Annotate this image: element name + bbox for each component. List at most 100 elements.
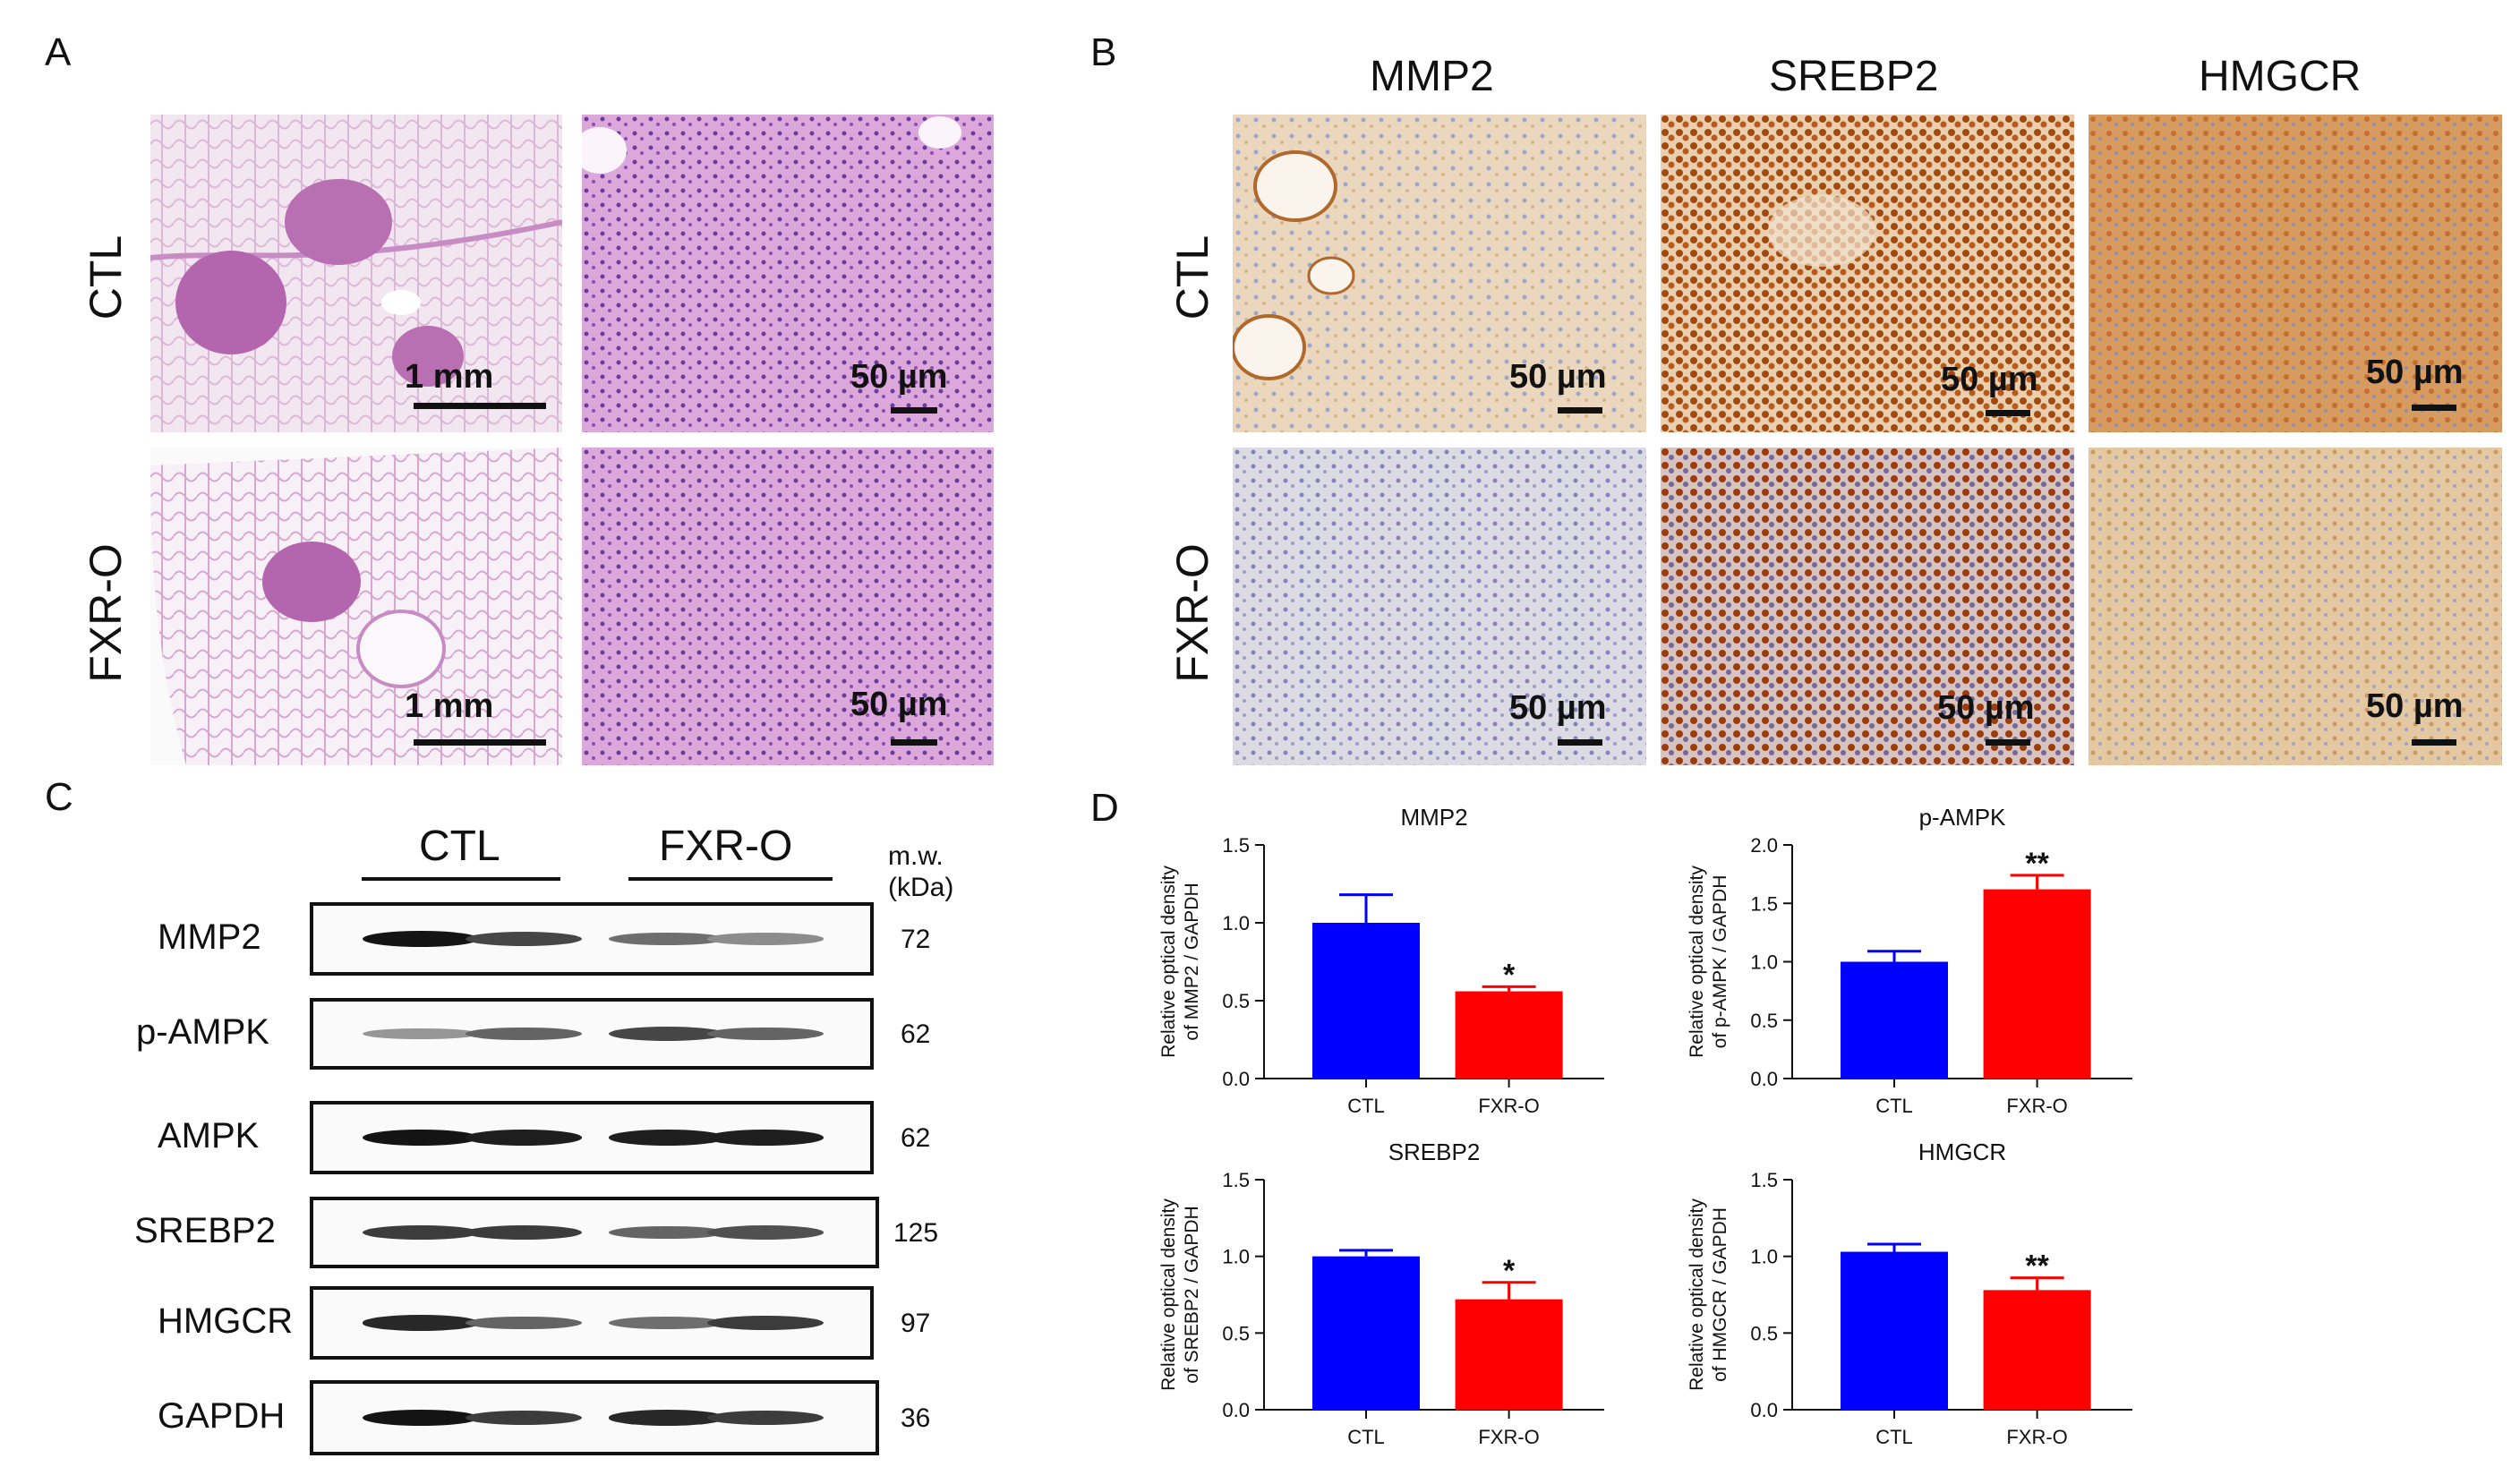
bar-ctl — [1312, 923, 1420, 1079]
ihc-hmgcr-fxr-image — [2089, 448, 2502, 765]
y-tick-label: 0.5 — [1750, 1010, 1778, 1032]
blot-band — [466, 1027, 582, 1041]
significance-marker: * — [1503, 1254, 1516, 1288]
blot-band — [609, 1130, 725, 1146]
scalebar — [1986, 410, 2030, 416]
blot-band — [466, 1130, 582, 1146]
scalebar-label: 50 µm — [850, 358, 948, 396]
y-tick-label: 2.0 — [1750, 834, 1778, 857]
significance-marker: ** — [2025, 847, 2049, 881]
blot-band — [363, 1410, 479, 1426]
scalebar — [2412, 739, 2456, 746]
bar-ctl — [1312, 1256, 1420, 1410]
bar-ctl — [1841, 1251, 1948, 1410]
scalebar — [414, 739, 546, 746]
blot-band — [363, 1224, 479, 1241]
blot-band — [707, 1410, 824, 1426]
x-tick-label: CTL — [1347, 1426, 1385, 1448]
blot-strip — [310, 1101, 874, 1174]
scalebar — [414, 403, 546, 409]
y-tick-label: 1.5 — [1750, 892, 1778, 915]
blot-strip — [310, 1286, 874, 1360]
he-tumor-ctl-image — [582, 115, 994, 432]
group-bracket-fxr — [628, 877, 833, 881]
scalebar — [891, 739, 937, 746]
x-tick-label: CTL — [1875, 1426, 1913, 1448]
scalebar-label: 50 µm — [1509, 358, 1607, 396]
blot-band — [707, 1130, 824, 1146]
scalebar — [891, 407, 937, 414]
y-axis-label: Relative optical density of p-AMPK / GAPD… — [1687, 866, 1730, 1058]
group-label-fxr: FXR-O — [659, 823, 793, 870]
ihc-mmp2-ctl-image — [1233, 115, 1646, 432]
blot-strip — [310, 998, 874, 1070]
mw-value: 62 — [901, 1123, 931, 1153]
blot-band — [707, 933, 824, 945]
scalebar — [1558, 739, 1602, 746]
scalebar-label: 50 µm — [1509, 689, 1607, 727]
y-tick-label: 1.0 — [1750, 951, 1778, 974]
scalebar-label: 50 µm — [850, 686, 948, 723]
column-label-hmgcr: HMGCR — [2199, 53, 2362, 100]
he-tumor-fxr-image — [582, 448, 994, 765]
blot-band — [707, 1027, 824, 1041]
blot-strip — [310, 1197, 879, 1268]
protein-label: p-AMPK — [136, 1012, 269, 1052]
panel-letter-a: A — [45, 30, 72, 74]
ihc-srebp2-ctl-image — [1661, 115, 2074, 432]
y-tick-label: 1.0 — [1222, 912, 1250, 934]
y-axis-label: Relative optical density of MMP2 / GAPDH — [1158, 866, 1202, 1058]
ihc-hmgcr-ctl-image — [2089, 115, 2502, 432]
blot-strip — [310, 902, 874, 976]
y-tick-label: 0.0 — [1222, 1399, 1250, 1421]
mw-value: 62 — [901, 1019, 931, 1049]
bar-ctl — [1841, 961, 1948, 1079]
group-label-ctl: CTL — [419, 823, 500, 870]
scalebar — [2412, 405, 2456, 411]
y-tick-label: 1.5 — [1222, 834, 1250, 857]
scalebar-label: 50 µm — [1937, 689, 2035, 727]
mw-header: m.w. — [888, 841, 944, 871]
group-bracket-ctl — [362, 877, 560, 881]
column-label-srebp2: SREBP2 — [1769, 53, 1939, 100]
y-axis-label: Relative optical density of HMGCR / GAPDH — [1687, 1198, 1730, 1391]
blot-band — [609, 1410, 725, 1426]
y-tick-label: 0.5 — [1222, 1322, 1250, 1344]
ihc-srebp2-fxr-image — [1661, 448, 2074, 765]
blot-band — [707, 1225, 824, 1240]
blot-band — [363, 931, 479, 947]
blot-band — [363, 1028, 479, 1040]
protein-label: SREBP2 — [134, 1211, 276, 1250]
chart-title: HMGCR — [1918, 1139, 2006, 1165]
scalebar-label: 1 mm — [405, 687, 494, 725]
protein-label: MMP2 — [158, 917, 261, 957]
chart-title: SREBP2 — [1388, 1139, 1481, 1165]
x-tick-label: FXR-O — [1478, 1095, 1539, 1117]
blot-band — [707, 1315, 824, 1331]
blot-band — [466, 1224, 582, 1241]
blot-band — [609, 1225, 725, 1240]
chart-title: MMP2 — [1400, 804, 1467, 831]
mw-value: 97 — [901, 1309, 931, 1338]
blot-band — [609, 1316, 725, 1330]
protein-label: GAPDH — [158, 1396, 286, 1436]
blot-band — [363, 1315, 479, 1331]
bar-fxr-o — [1983, 889, 2091, 1079]
column-label-mmp2: MMP2 — [1370, 53, 1494, 100]
panel-letter-d: D — [1090, 786, 1119, 830]
panel-letter-b: B — [1090, 30, 1117, 74]
y-tick-label: 0.5 — [1222, 990, 1250, 1012]
x-tick-label: FXR-O — [2006, 1095, 2067, 1117]
blot-band — [363, 1130, 479, 1146]
y-tick-label: 1.5 — [1222, 1169, 1250, 1191]
bar-fxr-o — [1455, 991, 1563, 1079]
protein-label: AMPK — [158, 1116, 260, 1156]
panel-letter-c: C — [45, 775, 73, 819]
x-tick-label: FXR-O — [2006, 1426, 2067, 1448]
scalebar-label: 1 mm — [405, 358, 494, 396]
y-tick-label: 0.0 — [1222, 1068, 1250, 1090]
he-lung-ctl-image — [150, 115, 562, 432]
